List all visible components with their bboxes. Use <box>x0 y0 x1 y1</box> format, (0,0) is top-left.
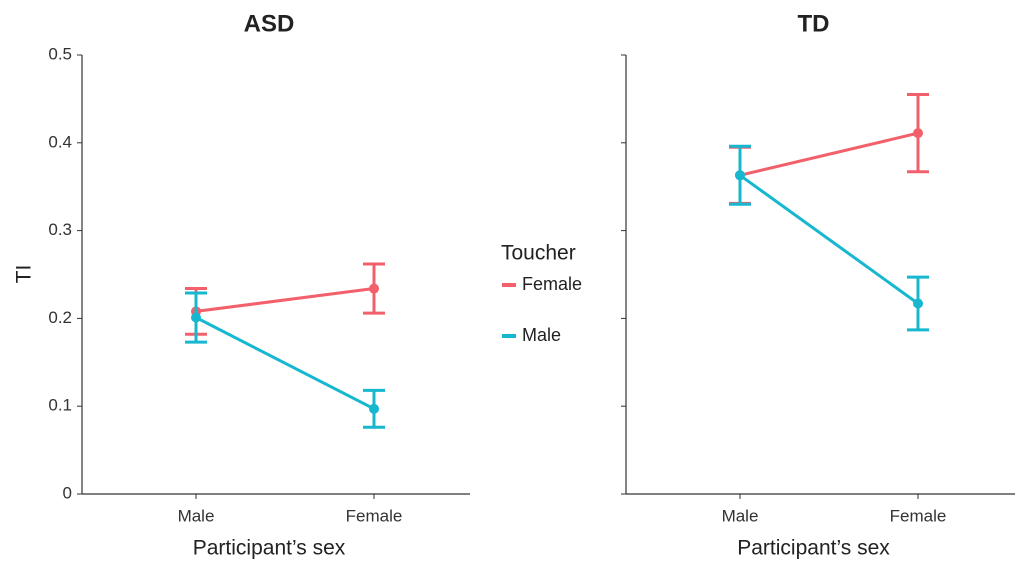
y-axis-label: TI <box>13 265 36 284</box>
series-line <box>739 131 919 177</box>
point <box>913 298 923 309</box>
y-tick-label: 0.2 <box>48 308 72 327</box>
point <box>735 170 745 181</box>
series-line <box>195 316 375 411</box>
y-tick-label: 0.3 <box>48 220 72 239</box>
point <box>369 283 379 294</box>
x-axis-label: Participant’s sex <box>737 537 890 560</box>
chart-title: TD <box>798 10 830 37</box>
x-axis-label: Participant’s sex <box>193 537 346 560</box>
series-line <box>739 174 919 305</box>
legend-label: Male <box>522 325 561 345</box>
point <box>191 312 201 323</box>
x-tick-label: Male <box>178 506 215 525</box>
x-tick-label: Female <box>890 506 947 525</box>
y-tick-label: 0.4 <box>48 132 72 151</box>
y-tick-label: 0.5 <box>48 44 72 63</box>
y-tick-label: 0.1 <box>48 396 72 415</box>
y-tick-label: 0 <box>63 483 72 502</box>
x-tick-label: Male <box>722 506 759 525</box>
legend-label: Female <box>522 274 582 294</box>
point <box>913 128 923 139</box>
point <box>369 403 379 414</box>
x-tick-label: Female <box>346 506 403 525</box>
legend-title: Toucher <box>501 242 576 265</box>
series-line <box>195 287 375 313</box>
chart-title: ASD <box>244 10 295 37</box>
